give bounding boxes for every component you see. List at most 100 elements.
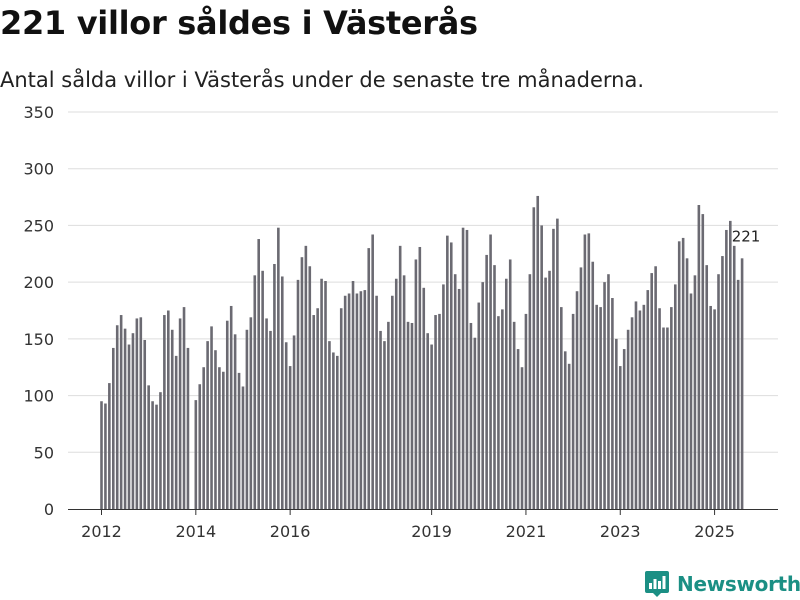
bar	[104, 403, 107, 509]
y-axis: 0 50 100 150 200 250 300 350	[23, 103, 54, 519]
bar	[622, 349, 626, 509]
y-tick-label: 50	[34, 443, 54, 462]
bar	[442, 284, 445, 509]
y-tick-label: 300	[23, 160, 54, 179]
x-tick-label: 2019	[411, 522, 452, 541]
bar	[673, 284, 677, 509]
bar	[607, 274, 610, 509]
bar	[567, 363, 571, 509]
bar	[465, 229, 469, 509]
y-tick-label: 100	[23, 387, 54, 406]
bar	[394, 278, 398, 509]
bar	[540, 225, 543, 509]
bar	[367, 248, 371, 510]
bar	[288, 366, 292, 509]
bar	[662, 327, 665, 509]
bar-chart-logo-icon	[645, 571, 669, 597]
bar	[119, 315, 123, 509]
bar	[544, 277, 547, 509]
bar	[630, 317, 634, 509]
bar	[697, 205, 701, 509]
x-tick-label: 2021	[506, 522, 547, 541]
bar	[709, 305, 712, 509]
bar	[575, 291, 579, 509]
bar	[670, 307, 673, 509]
bar	[548, 270, 551, 509]
bar	[658, 308, 661, 509]
bar	[418, 246, 422, 510]
bar	[320, 278, 323, 509]
bar	[261, 270, 264, 509]
bar	[347, 293, 351, 509]
bar	[233, 334, 237, 509]
newsworthy-logo: Newsworthy	[644, 570, 800, 598]
bar	[571, 313, 575, 509]
highlight-value-label: 221	[732, 227, 761, 245]
bar	[536, 195, 540, 509]
bar	[214, 350, 217, 509]
bar	[516, 349, 520, 509]
brand-name: Newsworthy	[677, 572, 800, 596]
bar	[721, 256, 724, 509]
bar	[284, 342, 288, 509]
bar	[402, 275, 406, 509]
bar	[100, 401, 103, 509]
bar	[237, 372, 241, 509]
bar	[736, 279, 740, 509]
bar	[634, 301, 638, 509]
bar	[194, 400, 198, 509]
bar	[654, 266, 657, 509]
bar	[257, 239, 260, 510]
bar	[241, 386, 245, 509]
x-tick-label: 2012	[81, 522, 122, 541]
bar	[202, 367, 205, 509]
x-tick-label: 2014	[175, 522, 216, 541]
bar	[269, 330, 272, 509]
bar	[292, 335, 296, 509]
bar	[265, 318, 268, 509]
bar	[532, 207, 536, 509]
bar	[359, 291, 363, 509]
bar	[186, 347, 190, 509]
bar	[127, 344, 131, 509]
bar	[222, 371, 225, 509]
y-tick-label: 250	[23, 216, 54, 235]
bar	[308, 266, 312, 509]
bar	[139, 317, 143, 509]
bar	[493, 265, 496, 509]
bar	[615, 338, 618, 509]
bar	[453, 274, 457, 509]
bar	[556, 218, 559, 509]
bar	[245, 329, 249, 509]
bar	[524, 313, 528, 509]
bar	[508, 259, 512, 509]
x-tick-label: 2025	[694, 522, 735, 541]
bar	[210, 326, 213, 509]
bar	[170, 329, 174, 509]
bar	[501, 309, 504, 509]
bar	[391, 295, 394, 509]
bar	[414, 259, 418, 509]
bar	[371, 234, 374, 509]
bar	[552, 228, 555, 509]
bar	[603, 282, 606, 509]
bar	[520, 367, 524, 509]
bar	[422, 287, 426, 509]
bar	[666, 327, 669, 509]
y-tick-label: 150	[23, 330, 54, 349]
bar	[300, 257, 304, 509]
bar	[328, 341, 331, 509]
x-axis: 2012 2014 2016 2019 2021 2023 2025	[68, 509, 778, 541]
bar	[611, 298, 614, 509]
y-tick-label: 200	[23, 273, 54, 292]
bar	[638, 310, 642, 509]
bar	[218, 367, 221, 509]
bar	[461, 227, 465, 509]
bar	[563, 351, 567, 509]
bar	[108, 383, 111, 509]
bar	[599, 307, 602, 509]
bar	[689, 293, 693, 509]
bar	[363, 290, 367, 509]
bar	[178, 318, 182, 509]
bar	[504, 278, 508, 509]
